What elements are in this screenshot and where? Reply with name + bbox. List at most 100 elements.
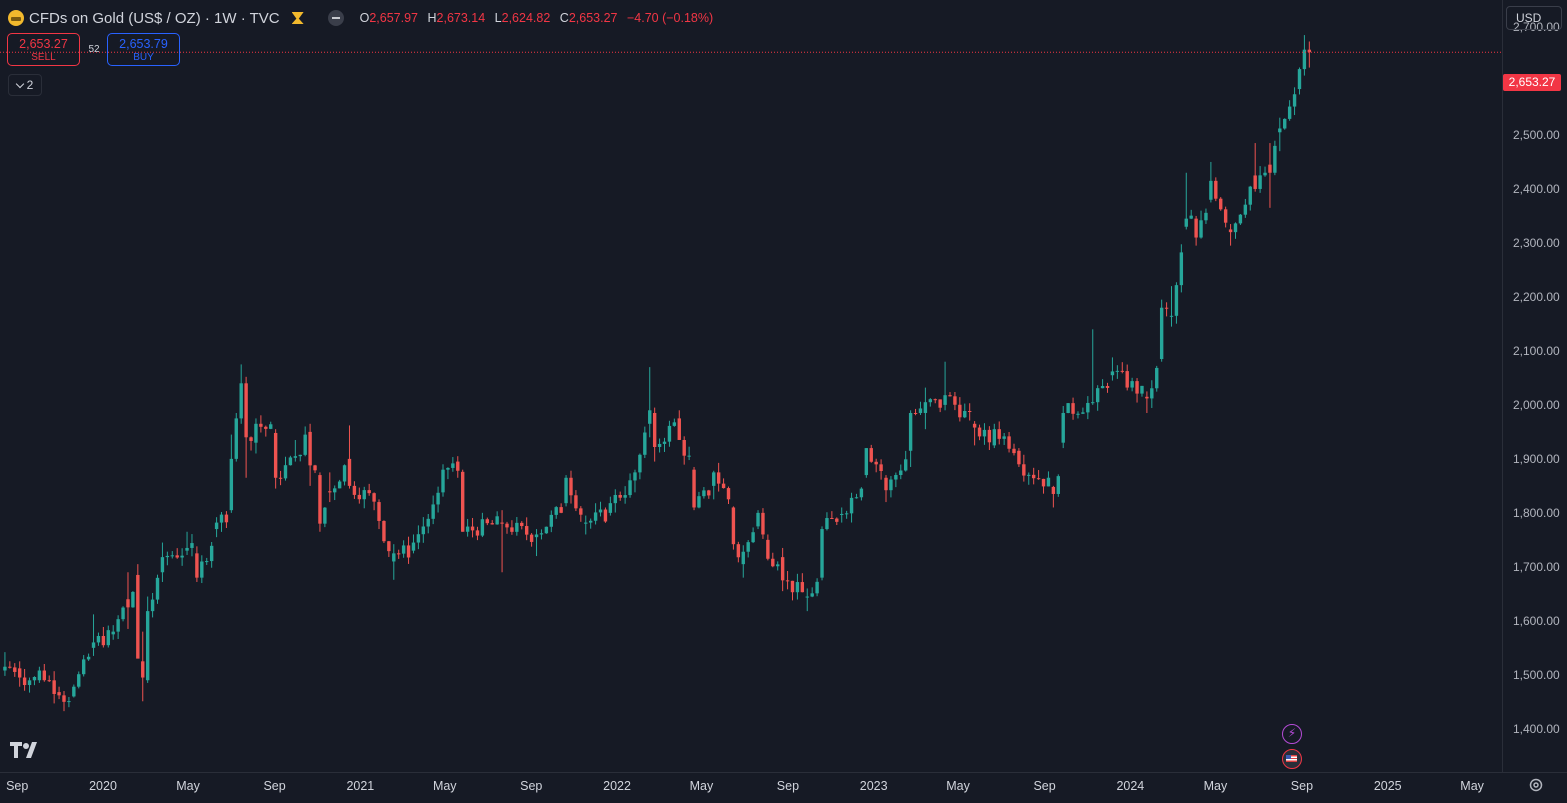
candle-body — [918, 408, 923, 414]
candle-body — [869, 448, 873, 462]
last-price-label: 2,653.27 — [1503, 74, 1561, 91]
time-axis[interactable]: Sep 2020 May Sep 2021 May Sep 2022 May Sep 2023 May… — [6, 779, 1485, 793]
candle-body — [958, 404, 962, 418]
indicators-collapse-button[interactable]: 2 — [8, 74, 42, 96]
tradingview-logo-icon[interactable] — [10, 742, 42, 758]
delayed-data-icon[interactable] — [291, 12, 304, 24]
change-value: −4.70 (−0.18%) — [626, 11, 714, 25]
candle-body — [657, 443, 662, 448]
candle-body — [264, 426, 268, 429]
time-tick-label: May — [433, 779, 457, 793]
candle-body — [554, 507, 558, 515]
open-value: 2,657.97 — [369, 11, 418, 25]
candle-body — [1258, 175, 1262, 189]
candle-body — [372, 493, 376, 502]
candle-body — [441, 469, 445, 493]
flash-event-icon[interactable]: ⚡ — [1282, 724, 1302, 744]
candle-body — [205, 561, 209, 563]
candle-body — [352, 485, 357, 495]
currency-selector[interactable]: USD — [1506, 6, 1562, 30]
candle-body — [588, 520, 593, 523]
candle-body — [308, 431, 312, 466]
candle-body — [652, 412, 657, 448]
candle-body — [239, 383, 243, 419]
candle-body — [776, 564, 780, 567]
candle-body — [62, 695, 66, 702]
candle-body — [549, 514, 553, 527]
time-tick-label: Sep — [520, 779, 542, 793]
buy-button[interactable]: 2,653.79 BUY — [107, 33, 180, 66]
candle-body — [840, 513, 844, 515]
candle-body — [524, 526, 529, 535]
candle-body — [682, 439, 686, 456]
candle-body — [948, 395, 952, 397]
candle-body — [1120, 370, 1124, 372]
candle-body — [401, 545, 406, 554]
time-tick-label: Sep — [263, 779, 285, 793]
us-flag-event-icon[interactable] — [1282, 749, 1302, 769]
candle-body — [884, 477, 888, 491]
chart-title[interactable]: CFDs on Gold (US$ / OZ) · 1W · TVC — [29, 9, 280, 27]
candle-body — [1243, 204, 1248, 215]
candle-body — [490, 523, 494, 525]
time-tick-label: May — [1204, 779, 1228, 793]
candle-body — [357, 494, 362, 500]
candle-body — [1007, 436, 1011, 449]
candle-body — [72, 686, 76, 697]
candle-body — [1046, 477, 1051, 487]
ohlc-readout: O2,657.97 H2,673.14 L2,624.82 C2,653.27 … — [360, 11, 720, 25]
candle-body — [1051, 486, 1056, 494]
candle-body — [1204, 212, 1208, 221]
candle-body — [1223, 209, 1228, 223]
candle-body — [904, 459, 908, 471]
candle-body — [416, 534, 421, 543]
candle-body — [1189, 215, 1193, 219]
candle-body — [667, 425, 672, 442]
candle-body — [3, 666, 7, 671]
candle-body — [721, 483, 726, 489]
candle-body — [1091, 402, 1095, 404]
candle-body — [1105, 386, 1110, 388]
candle-body — [1179, 252, 1184, 286]
symbol-legend[interactable]: CFDs on Gold (US$ / OZ) · 1W · TVC O2,65… — [8, 8, 719, 28]
low-value: 2,624.82 — [501, 11, 551, 25]
sell-button[interactable]: 2,653.27 SELL — [7, 33, 80, 66]
market-status-icon[interactable] — [327, 10, 344, 26]
candle-body — [1095, 388, 1100, 403]
candle-body — [977, 427, 982, 437]
candle-body — [57, 692, 61, 696]
price-axis[interactable]: 1,400.00 1,500.00 1,600.00 1,700.00 1,800.00… — [1513, 20, 1560, 736]
price-tick-label: 1,700.00 — [1513, 560, 1560, 574]
candle-body — [185, 547, 189, 551]
candle-body — [1287, 106, 1292, 119]
candle-body — [1140, 385, 1144, 394]
candle-body — [726, 488, 731, 500]
time-tick-label: Sep — [1291, 779, 1313, 793]
high-value: 2,673.14 — [436, 11, 486, 25]
candle-body — [933, 399, 937, 401]
candle-body — [180, 555, 184, 558]
candle-body — [436, 492, 440, 505]
candle-body — [1199, 220, 1203, 238]
candle-body — [67, 701, 71, 703]
gold-symbol-icon — [8, 10, 24, 26]
candle-body — [830, 518, 834, 520]
candle-body — [761, 512, 765, 535]
candle-body — [992, 429, 997, 446]
spread-value: 52 — [88, 44, 100, 55]
candle-body — [1066, 403, 1070, 413]
gear-icon[interactable] — [1527, 776, 1545, 794]
candle-body — [716, 472, 721, 484]
candle-body — [908, 412, 913, 451]
candle-body — [746, 542, 750, 552]
time-tick-label: Sep — [777, 779, 799, 793]
candle-body — [598, 509, 603, 513]
indicators-count: 2 — [26, 78, 34, 92]
candle-body — [367, 490, 371, 494]
candle-body — [86, 656, 91, 660]
candle-body — [77, 674, 81, 687]
candle-body — [972, 423, 977, 428]
candle-body — [603, 509, 608, 522]
